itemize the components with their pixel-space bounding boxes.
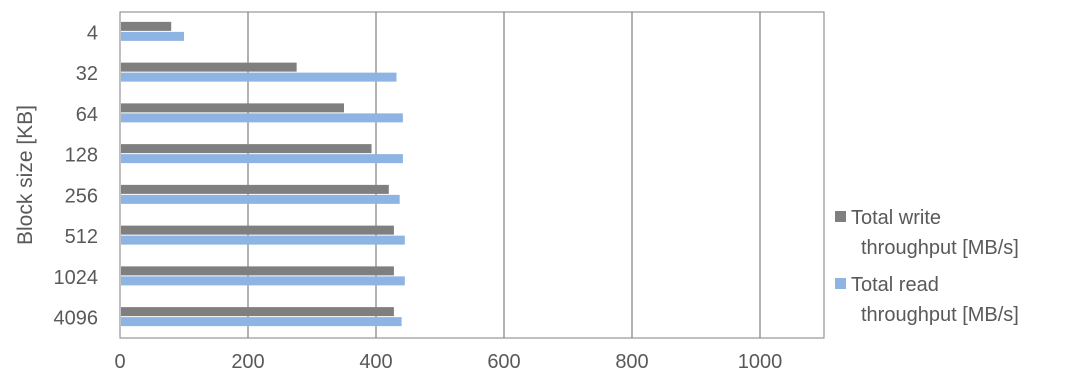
x-tick-labels: 0 200 400 600 800 1000 [114,351,782,373]
bar-write-32 [121,62,297,72]
x-tick-label-600: 600 [487,351,520,373]
bar-write-64 [121,103,344,113]
bar-read-4096 [121,317,402,327]
bar-write-512 [121,225,394,235]
legend-swatch-read [835,278,846,289]
legend-label-write-line-1: Total write [851,207,941,229]
bar-read-128 [121,154,403,164]
bar-read-256 [121,194,400,204]
category-label-256: 256 [65,185,98,207]
x-tick-label-800: 800 [615,351,648,373]
category-label-64: 64 [76,104,98,126]
category-label-128: 128 [65,145,98,167]
legend-label-write-line-2: throughput [MB/s] [861,237,1019,259]
category-label-4: 4 [87,22,98,44]
legend-label-read-line-2: throughput [MB/s] [861,304,1019,326]
bar-read-32 [121,72,397,82]
y-axis-title: Block size [KB] [14,105,37,245]
category-label-32: 32 [76,63,98,85]
legend-label-read-line-1: Total read [851,274,939,296]
x-tick-label-200: 200 [231,351,264,373]
bar-read-64 [121,113,403,123]
bar-write-4 [121,21,172,31]
bar-read-4 [121,31,184,41]
bar-write-4096 [121,307,394,317]
x-tick-label-400: 400 [359,351,392,373]
bar-read-1024 [121,276,405,286]
category-label-1024: 1024 [54,267,99,289]
x-tick-label-0: 0 [114,351,125,373]
x-tick-label-1000: 1000 [738,351,783,373]
legend: Total write throughput [MB/s] Total read th… [835,207,1019,326]
gridlines [247,12,761,338]
bars [121,21,405,327]
legend-swatch-write [835,211,846,222]
bar-read-512 [121,235,405,245]
bar-write-1024 [121,266,394,276]
plot-area [119,11,825,339]
category-label-4096: 4096 [54,308,99,330]
category-labels: 4 32 64 128 256 512 1024 4096 [54,22,99,329]
category-label-512: 512 [65,226,98,248]
bar-write-128 [121,144,372,154]
bar-write-256 [121,184,389,194]
